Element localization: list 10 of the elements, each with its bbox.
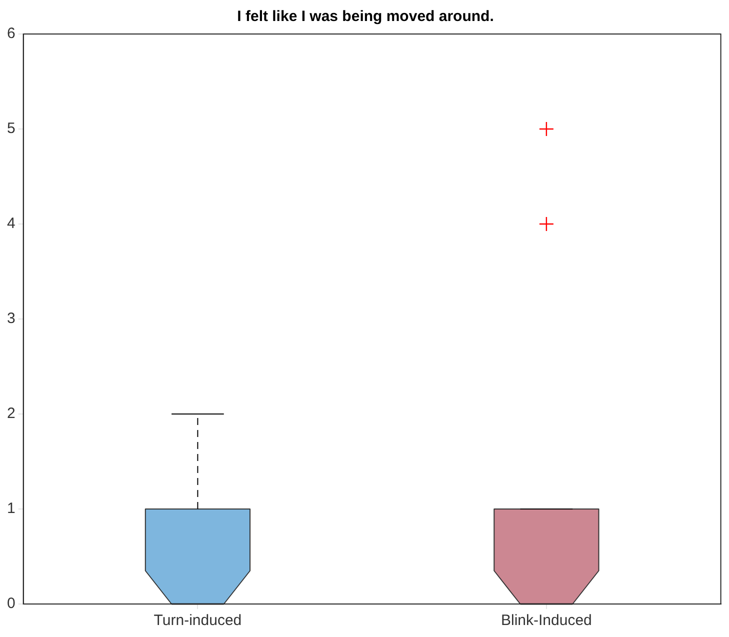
y-tick-label: 5 bbox=[7, 120, 16, 138]
y-tick-label: 6 bbox=[7, 25, 16, 42]
chart-title: I felt like I was being moved around. bbox=[237, 8, 494, 26]
y-tick-label: 1 bbox=[7, 500, 16, 518]
y-tick-label: 2 bbox=[7, 405, 16, 422]
y-tick-label: 4 bbox=[7, 215, 16, 232]
y-tick-label: 3 bbox=[7, 310, 16, 328]
x-tick-label: Turn-induced bbox=[154, 612, 242, 630]
y-tick-label: 0 bbox=[7, 595, 16, 612]
x-tick-label: Blink-Induced bbox=[500, 612, 592, 630]
